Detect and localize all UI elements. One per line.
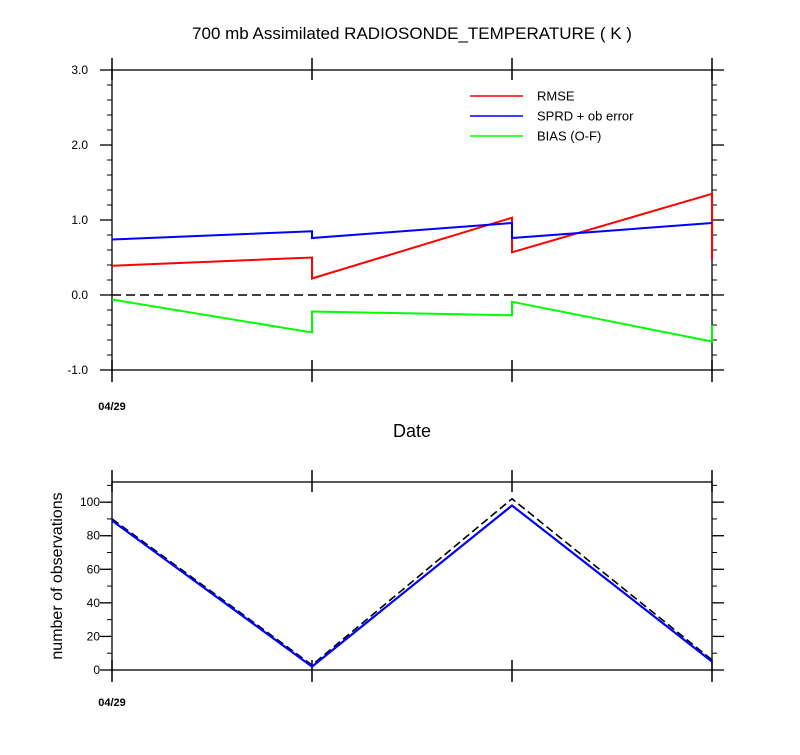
series-line-rmse bbox=[111, 192, 713, 280]
legend-label: RMSE bbox=[537, 89, 575, 104]
y-tick-label: 40 bbox=[87, 596, 101, 610]
legend-label: BIAS (O-F) bbox=[537, 129, 601, 144]
y-tick-label: 0 bbox=[93, 663, 100, 677]
bottom-panel: 0 20 40 60 80 100 04/29 bbox=[80, 470, 724, 709]
x-tick-label-date: 04/29 bbox=[98, 697, 126, 709]
plot-frame bbox=[111, 481, 713, 671]
series-line-possible bbox=[111, 497, 713, 667]
series-line-sprd-ob-error bbox=[111, 221, 713, 241]
y-tick-label: 3.0 bbox=[71, 63, 88, 77]
y-tick-label: 100 bbox=[80, 495, 100, 509]
y-tick-label: 1.0 bbox=[71, 213, 88, 227]
y-axis-label-observations: number of observations bbox=[49, 492, 66, 659]
y-tick-label: 80 bbox=[87, 529, 101, 543]
series-line-bias-o-f bbox=[111, 298, 713, 343]
y-tick-label: 0.0 bbox=[71, 288, 88, 302]
top-panel: -1.0 0.0 1.0 2.0 3.0 04/29 RMSE SPRD + ob error… bbox=[67, 58, 724, 413]
x-tick-label-date: 04/29 bbox=[98, 401, 126, 413]
y-tick-label: -1.0 bbox=[67, 363, 88, 377]
y-tick-label: 20 bbox=[87, 629, 101, 643]
y-tick-label: 60 bbox=[87, 562, 101, 576]
x-axis-label: Date bbox=[393, 421, 431, 441]
chart-title: 700 mb Assimilated RADIOSONDE_TEMPERATUR… bbox=[192, 24, 632, 43]
series-line-assimilated bbox=[111, 504, 713, 668]
legend-label: SPRD + ob error bbox=[537, 109, 634, 124]
y-tick-label: 2.0 bbox=[71, 138, 88, 152]
